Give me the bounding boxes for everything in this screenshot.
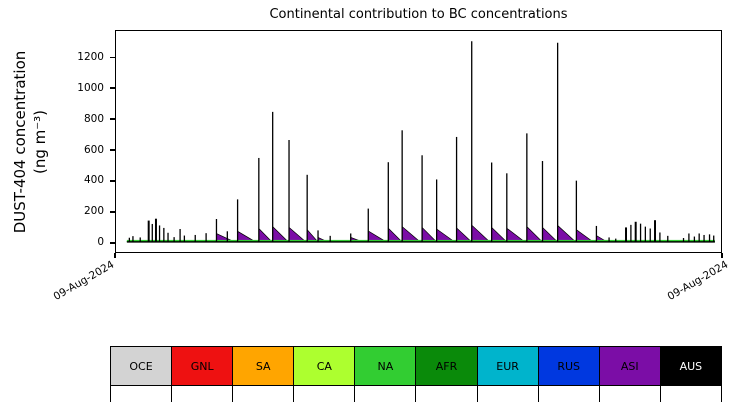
plot-area	[115, 30, 722, 253]
y-axis-label: DUST-404 concentration (ng m⁻³)	[10, 22, 54, 262]
legend-cell-label: OCE	[129, 359, 153, 373]
legend-cell-gnl: GNL	[172, 347, 234, 385]
legend-cell-label: NA	[377, 359, 394, 373]
x-tick-label-right: 09-Aug-2024	[665, 258, 731, 303]
x-tick-mark	[114, 253, 116, 258]
legend-empty-cell	[478, 385, 539, 402]
legend-table: OCE GNL SA CA NA AFR EUR RUS ASI AUS	[110, 346, 722, 386]
y-tick-mark	[110, 242, 115, 244]
legend-table-empty-row	[110, 385, 722, 402]
legend-cell-asi: ASI	[599, 347, 661, 385]
legend-empty-cell	[111, 385, 173, 402]
legend-cell-eur: EUR	[477, 347, 539, 385]
y-tick-mark	[110, 56, 115, 58]
legend-cell-label: ASI	[620, 359, 639, 373]
legend-cell-label: CA	[316, 359, 332, 373]
y-tick-mark	[110, 118, 115, 120]
legend-cell-label: AFR	[435, 359, 458, 373]
legend-cell-label: SA	[255, 359, 271, 373]
y-tick-label: 800	[83, 112, 104, 125]
legend-cell-sa: SA	[233, 347, 295, 385]
y-tick-label: 200	[83, 205, 104, 218]
y-axis-label-line1: DUST-404 concentration	[11, 50, 29, 234]
y-tick-mark	[110, 87, 115, 89]
legend-cell-na: NA	[355, 347, 417, 385]
legend-empty-cell	[416, 385, 478, 402]
chart-title: Continental contribution to BC concentra…	[269, 7, 568, 22]
y-tick-mark	[110, 211, 115, 213]
legend-cell-afr: AFR	[416, 347, 478, 385]
legend-cell-label: GNL	[190, 359, 214, 373]
legend-empty-cell	[600, 385, 661, 402]
legend-empty-cell	[539, 385, 600, 402]
y-tick-label: 0	[97, 236, 104, 249]
y-tick-label: 1000	[77, 81, 104, 94]
legend-cell-oce: OCE	[111, 347, 173, 385]
legend-cell-rus: RUS	[538, 347, 600, 385]
y-axis-label-line2: (ng m⁻³)	[31, 109, 49, 175]
y-tick-mark	[110, 149, 115, 151]
legend-cell-ca: CA	[294, 347, 356, 385]
y-tick-label: 1200	[77, 50, 104, 63]
legend-empty-cell	[661, 386, 721, 402]
y-tick-mark	[110, 180, 115, 182]
legend-cell-label: RUS	[557, 359, 581, 373]
x-tick-mark	[721, 253, 723, 258]
y-tick-label: 400	[83, 174, 104, 187]
legend-cell-label: AUS	[679, 359, 703, 373]
legend-empty-cell	[294, 385, 356, 402]
legend-empty-cell	[233, 385, 295, 402]
legend-cell-aus: AUS	[660, 347, 721, 385]
y-tick-label: 600	[83, 143, 104, 156]
plot-series-canvas	[126, 41, 715, 243]
legend-empty-cell	[172, 385, 234, 402]
legend-cell-label: EUR	[496, 359, 519, 373]
legend-empty-cell	[355, 385, 417, 402]
x-tick-label-left: 09-Aug-2024	[51, 258, 117, 303]
